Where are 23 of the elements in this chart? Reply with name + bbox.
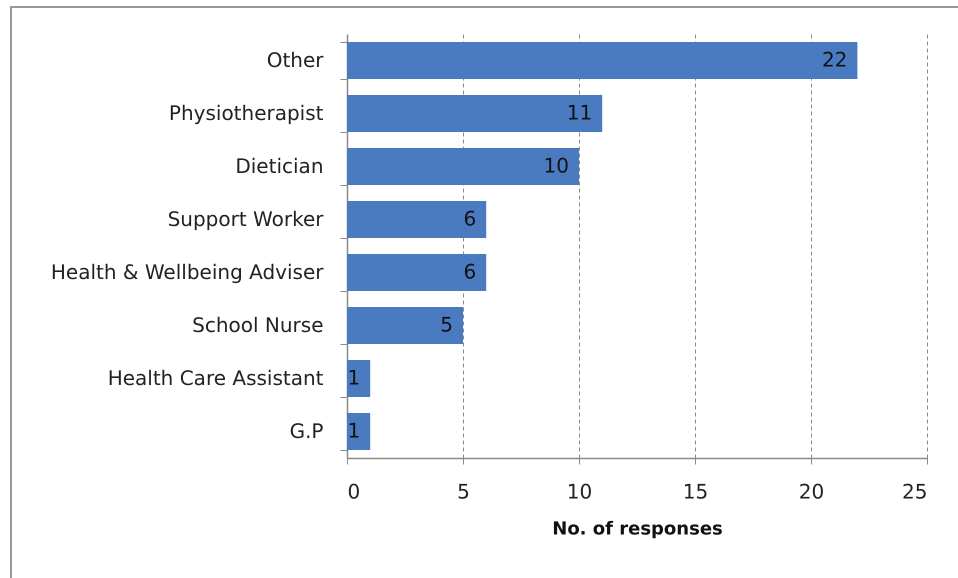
data-label: 5 [440, 312, 453, 336]
x-tick-label: 5 [457, 480, 470, 504]
data-label: 1 [347, 418, 360, 442]
y-tick-label: School Nurse [192, 313, 324, 337]
y-tick-label: G.P [290, 419, 324, 443]
data-label: 6 [463, 260, 476, 284]
x-tick-label: 25 [902, 480, 928, 504]
data-label: 6 [463, 206, 476, 230]
y-tick-label: Dietician [235, 154, 324, 178]
x-tick-label: 10 [566, 480, 592, 504]
x-tick-label: 15 [682, 480, 708, 504]
x-tick-label: 20 [798, 480, 824, 504]
data-label: 11 [566, 100, 592, 124]
y-tick-label: Physiotherapist [168, 101, 324, 125]
data-label: 1 [347, 366, 360, 390]
y-tick-label: Support Worker [168, 207, 324, 231]
y-tick-label: Health & Wellbeing Adviser [50, 260, 324, 284]
data-label: 10 [544, 154, 569, 178]
x-tick-label: 0 [348, 480, 360, 504]
y-tick-label: Health Care Assistant [108, 366, 324, 390]
data-label: 22 [822, 48, 848, 72]
x-axis-title: No. of responses [552, 518, 723, 540]
y-tick-label: Other [266, 48, 324, 72]
